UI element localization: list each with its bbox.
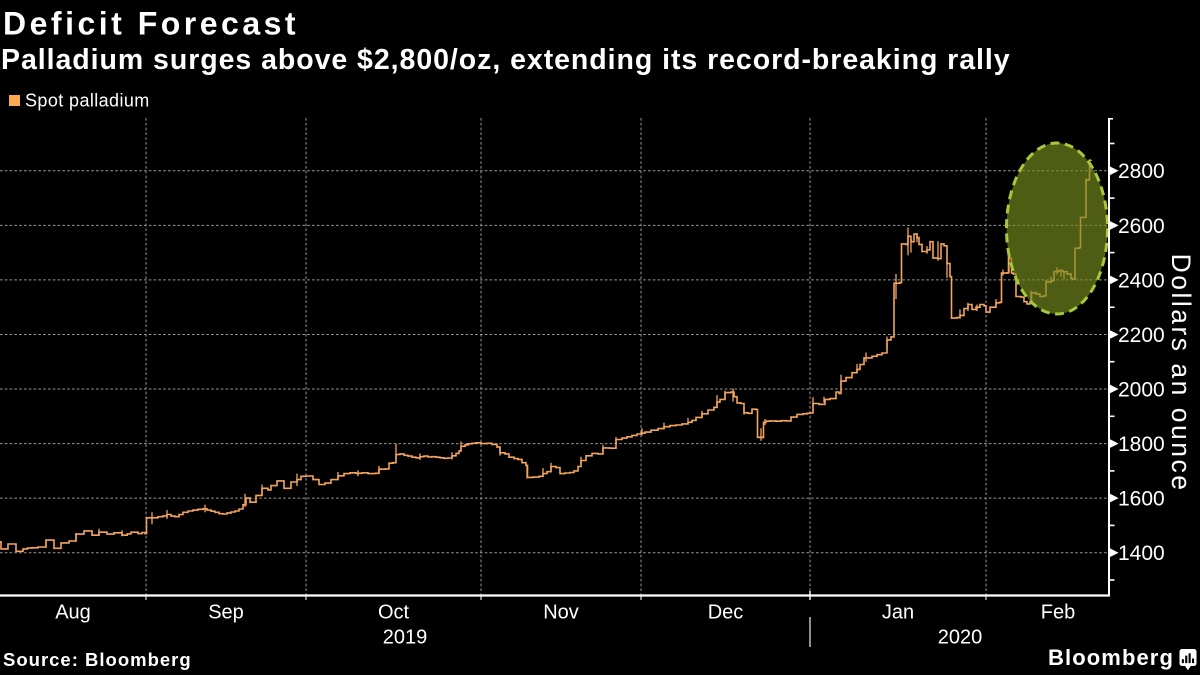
svg-text:2400: 2400	[1118, 269, 1165, 292]
svg-text:1400: 1400	[1118, 542, 1165, 565]
svg-text:Feb: Feb	[1041, 602, 1075, 624]
svg-text:Bloomberg: Bloomberg	[1048, 645, 1174, 670]
svg-text:2000: 2000	[1118, 378, 1165, 401]
svg-text:Nov: Nov	[543, 602, 579, 624]
svg-text:Spot palladium: Spot palladium	[25, 91, 150, 111]
svg-text:Source: Bloomberg: Source: Bloomberg	[3, 649, 192, 670]
svg-text:Dollars an ounce: Dollars an ounce	[1166, 254, 1196, 493]
svg-text:Oct: Oct	[378, 602, 410, 624]
svg-text:Jan: Jan	[882, 602, 914, 624]
svg-text:Palladium surges above $2,800/: Palladium surges above $2,800/oz, extend…	[1, 44, 1011, 76]
svg-text:1800: 1800	[1118, 433, 1165, 456]
svg-text:Deficit Forecast: Deficit Forecast	[3, 6, 299, 42]
svg-text:2200: 2200	[1118, 324, 1165, 347]
svg-text:1600: 1600	[1118, 488, 1165, 511]
svg-text:Sep: Sep	[208, 602, 244, 624]
svg-text:2019: 2019	[383, 627, 428, 649]
svg-text:2800: 2800	[1118, 160, 1165, 183]
svg-text:Dec: Dec	[708, 602, 744, 624]
svg-text:2020: 2020	[938, 627, 983, 649]
svg-text:Aug: Aug	[55, 602, 91, 624]
svg-text:2600: 2600	[1118, 215, 1165, 238]
